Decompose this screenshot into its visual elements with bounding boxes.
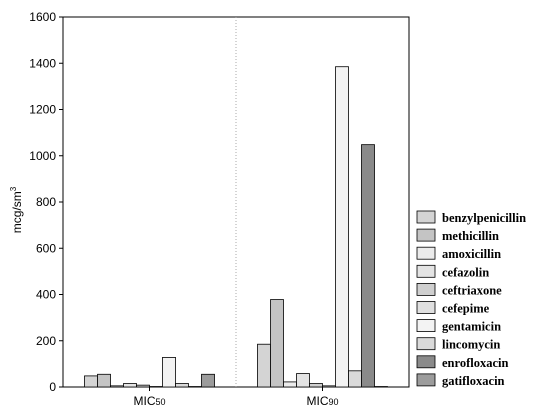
legend-label-gatifloxacin: gatifloxacin <box>442 374 505 388</box>
bar-enrofloxacin-MIC90 <box>361 144 375 388</box>
y-axis: 0 200 400 600 800 1000 1200 1400 1600 <box>29 10 63 394</box>
y-tick-label: 1200 <box>29 103 56 117</box>
bar-benzylpenicillin-MIC90 <box>257 343 271 388</box>
x-tick-label-sub: 90 <box>328 397 338 407</box>
legend-swatch-amoxicillin <box>416 246 436 260</box>
legend-swatch-ceftriaxone <box>416 282 436 296</box>
bar-gentamicin-MIC50 <box>162 356 176 388</box>
legend-swatch-methicillin <box>416 228 436 242</box>
legend-label-methicillin: methicillin <box>442 229 499 243</box>
x-axis: MIC50 MIC90 <box>133 387 339 408</box>
y-tick-label: 400 <box>36 288 56 302</box>
bar-cefazolin-MIC90 <box>296 373 310 388</box>
legend-swatch-lincomycin <box>416 337 436 351</box>
x-tick-label: MIC50 <box>133 394 165 408</box>
y-tick-label: 1400 <box>29 56 56 70</box>
x-tick-label-sub: 50 <box>155 397 165 407</box>
legend-label-lincomycin: lincomycin <box>442 338 500 352</box>
legend-swatch-benzylpenicillin <box>416 210 436 224</box>
legend-label-enrofloxacin: enrofloxacin <box>442 356 508 370</box>
bar-benzylpenicillin-MIC50 <box>84 375 98 388</box>
bars-layer <box>84 66 388 388</box>
bar-amoxicillin-MIC50 <box>110 385 124 388</box>
y-tick-label: 800 <box>36 195 56 209</box>
legend-swatch-gentamicin <box>416 319 436 333</box>
legend-swatch-gatifloxacin <box>416 373 436 387</box>
x-tick-label-main: MIC <box>133 394 155 408</box>
legend-label-gentamicin: gentamicin <box>442 320 501 334</box>
y-tick-label: 0 <box>49 380 56 394</box>
y-tick-label: 1000 <box>29 149 56 163</box>
x-tick-label: MIC90 <box>306 394 338 408</box>
legend-swatch-cefepime <box>416 301 436 314</box>
bar-ceftriaxone-MIC90 <box>309 383 323 388</box>
y-axis-title: mcg/sm3 <box>9 186 24 233</box>
y-tick-label: 600 <box>36 241 56 255</box>
bar-lincomycin-MIC90 <box>348 370 362 388</box>
bar-cefazolin-MIC50 <box>123 383 137 388</box>
bar-amoxicillin-MIC90 <box>283 381 297 388</box>
legend-label-cefazolin: cefazolin <box>442 265 489 279</box>
bar-gentamicin-MIC90 <box>335 66 349 388</box>
bar-gatifloxacin-MIC50 <box>201 373 215 388</box>
plot-frame <box>62 16 410 388</box>
y-tick-label: 1600 <box>29 10 56 24</box>
bar-ceftriaxone-MIC50 <box>136 384 150 388</box>
bar-methicillin-MIC50 <box>97 373 111 388</box>
y-tick-label: 200 <box>36 334 56 348</box>
legend-label-ceftriaxone: ceftriaxone <box>442 283 502 297</box>
bar-lincomycin-MIC50 <box>175 383 189 388</box>
bar-cefepime-MIC90 <box>322 385 336 388</box>
bar-methicillin-MIC90 <box>270 299 284 388</box>
legend-label-benzylpenicillin: benzylpenicillin <box>442 211 526 225</box>
legend: benzylpenicillin methicillin amoxicillin ce… <box>416 210 526 388</box>
legend-swatch-cefazolin <box>416 264 436 278</box>
legend-label-amoxicillin: amoxicillin <box>442 247 501 261</box>
x-tick-label-main: MIC <box>306 394 328 408</box>
legend-swatch-enrofloxacin <box>416 355 436 369</box>
legend-label-cefepime: cefepime <box>442 302 490 316</box>
